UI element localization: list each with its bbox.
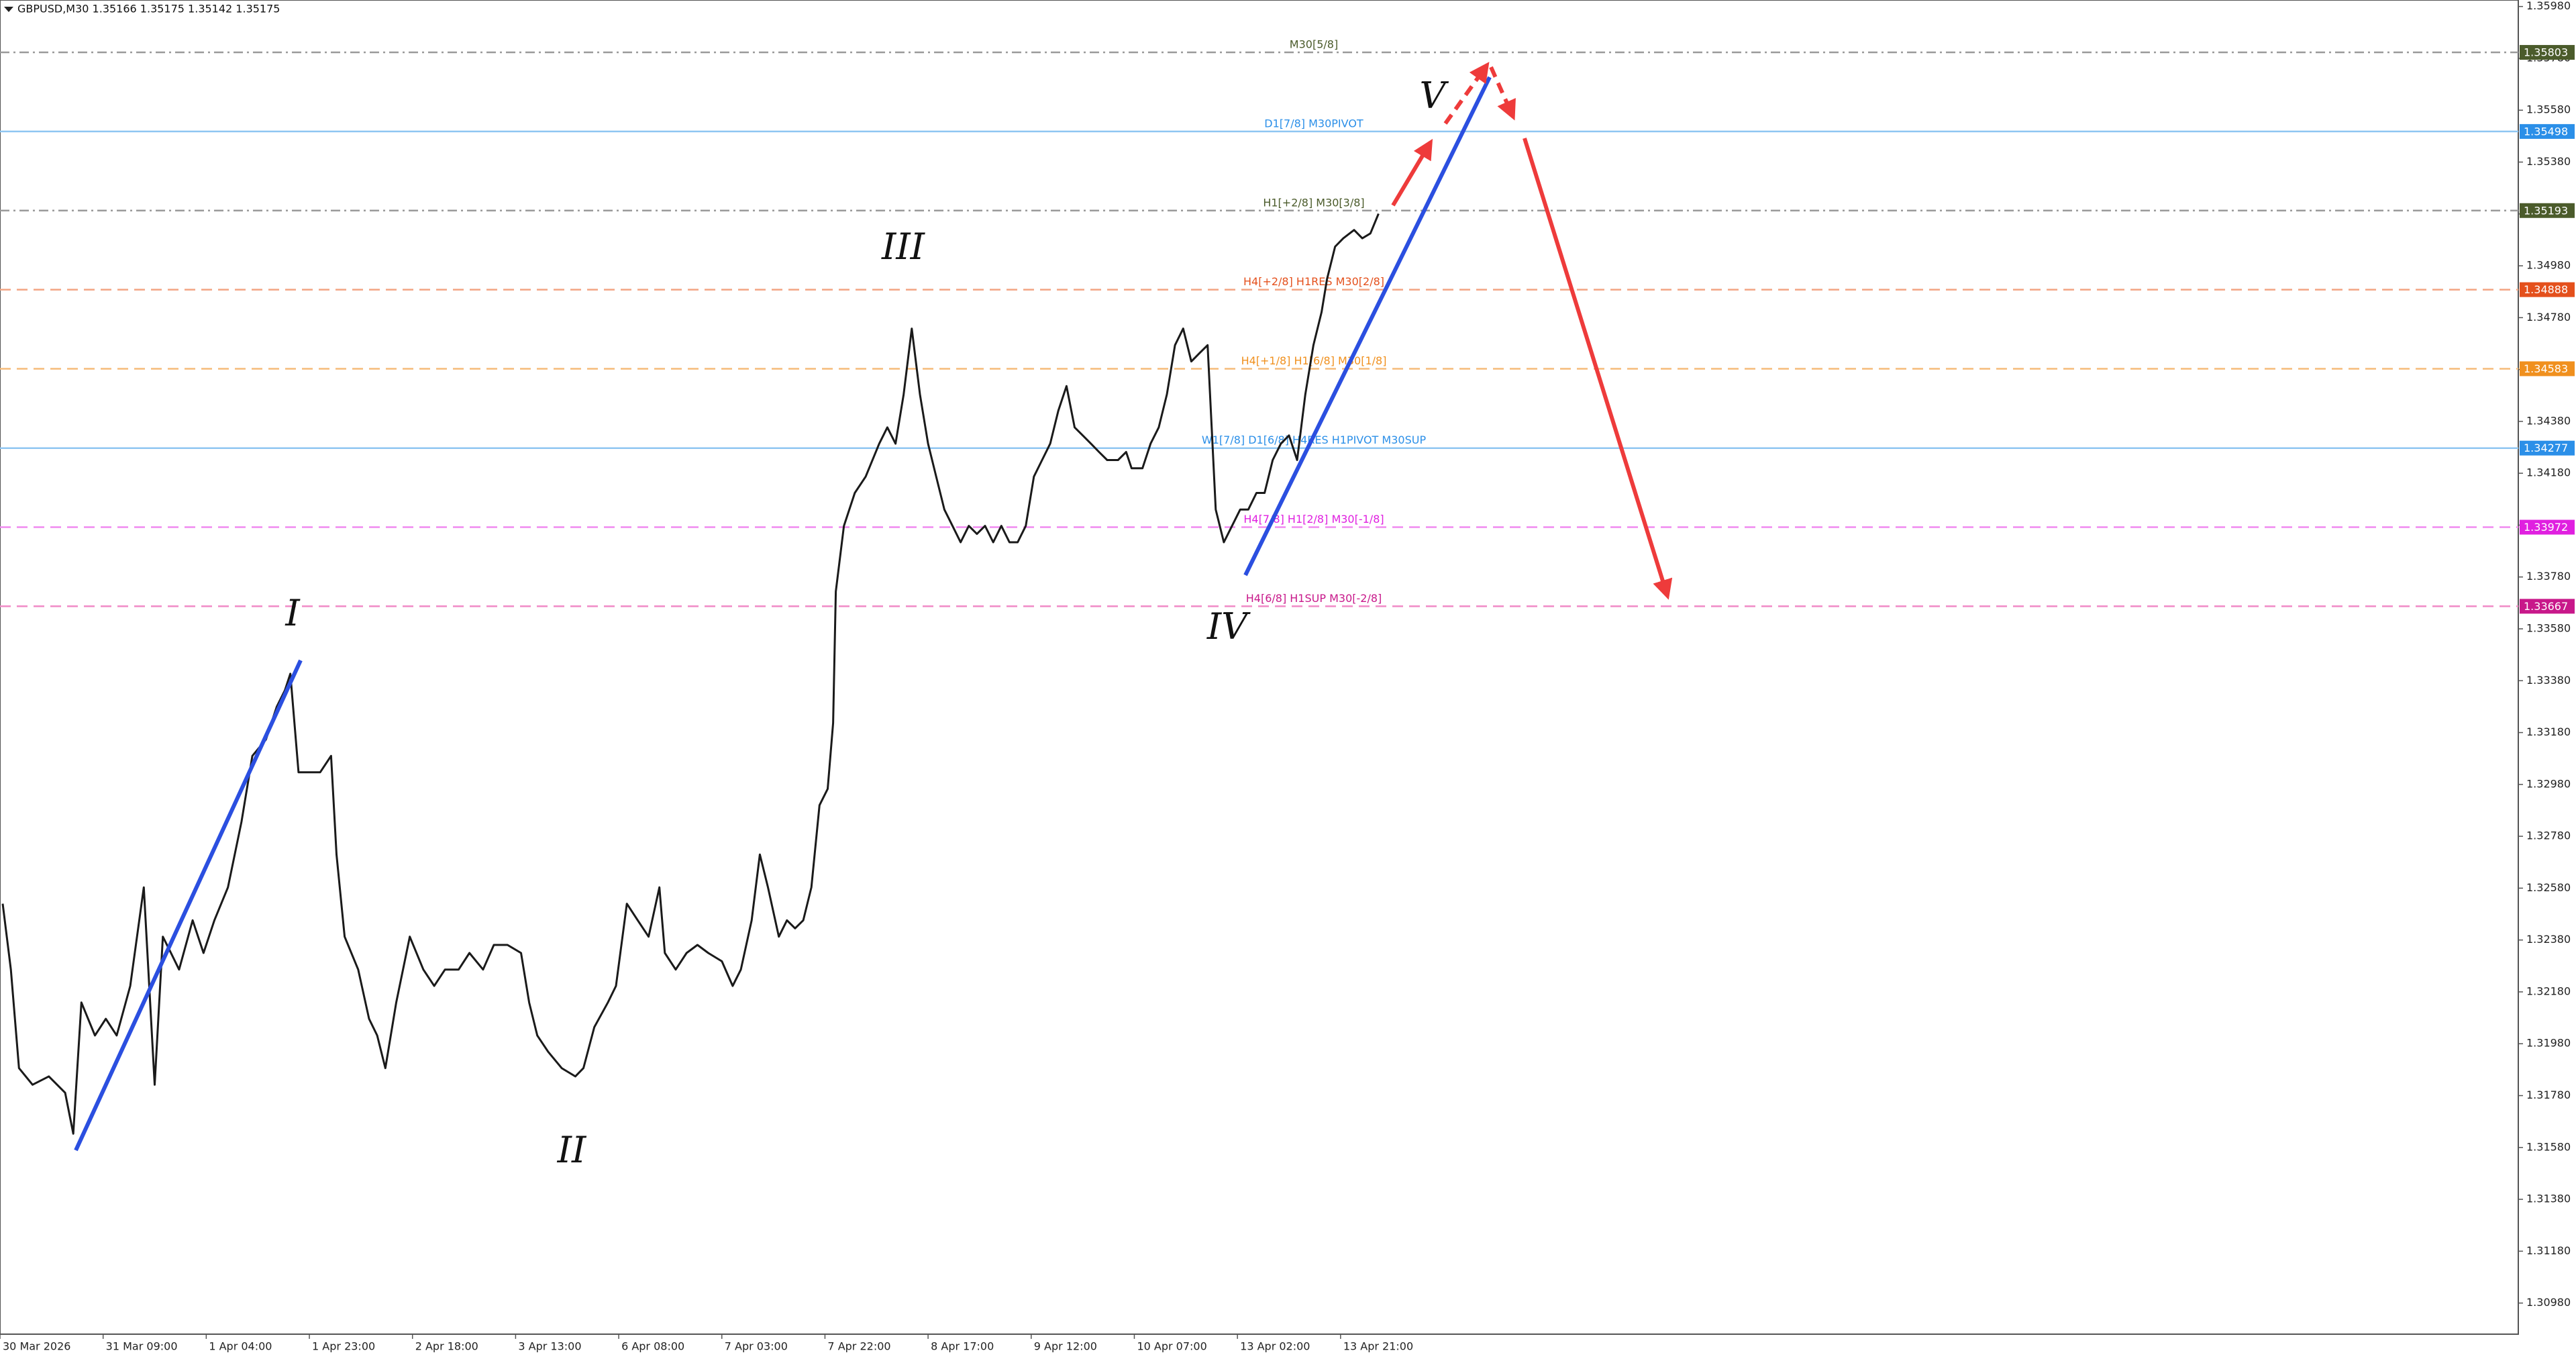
level-label: H4[+1/8] H1[6/8] M30[1/8] [1241,354,1387,367]
y-tick-label: 1.33380 [2526,674,2571,687]
price-tag-label: 1.35803 [2524,46,2568,59]
arrow [1391,138,1433,207]
x-tick-label: 8 Apr 17:00 [931,1340,994,1353]
x-tick-label: 13 Apr 21:00 [1343,1340,1413,1353]
menu-triangle [4,7,13,12]
wave-label: II [557,1129,587,1171]
x-tick-label: 7 Apr 22:00 [827,1340,890,1353]
y-tick-label: 1.34780 [2526,311,2571,323]
y-tick-label: 1.33180 [2526,725,2571,738]
y-tick-label: 1.35380 [2526,155,2571,168]
price-tag [2520,282,2575,297]
price-tag-label: 1.33972 [2524,521,2568,534]
wave-label: III [881,225,926,268]
y-tick-label: 1.31980 [2526,1037,2571,1050]
price-tag [2520,123,2575,139]
drawings [74,62,1673,1152]
y-tick-label: 1.32980 [2526,777,2571,790]
y-tick-label: 1.32180 [2526,985,2571,997]
y-tick-label: 1.31380 [2526,1193,2571,1205]
wave-label: V [1420,74,1449,117]
y-tick-label: 1.31580 [2526,1140,2571,1153]
level-label: M30[5/8] [1290,38,1338,51]
x-tick-label: 1 Apr 04:00 [209,1340,272,1353]
x-tick-label: 6 Apr 08:00 [621,1340,684,1353]
y-tick-label: 1.30980 [2526,1296,2571,1309]
wave-label: I [285,592,301,634]
price-tag-label: 1.35193 [2524,204,2568,217]
price-tag-label: 1.33667 [2524,600,2568,613]
y-tick-label: 1.34380 [2526,414,2571,427]
y-tick-label: 1.34180 [2526,466,2571,479]
y-tick-label: 1.35580 [2526,103,2571,116]
x-tick-label: 10 Apr 07:00 [1137,1340,1206,1353]
y-tick-label: 1.31180 [2526,1244,2571,1257]
price-tag [2520,45,2575,60]
y-tick-label: 1.32380 [2526,933,2571,946]
x-tick-label: 13 Apr 02:00 [1240,1340,1310,1353]
arrow [1489,66,1516,121]
price-tag-label: 1.34888 [2524,283,2568,296]
level-label: H4[6/8] H1SUP M30[-2/8] [1246,592,1382,605]
price-tag [2520,440,2575,456]
y-tick-label: 1.31780 [2526,1089,2571,1101]
price-tag-label: 1.34583 [2524,362,2568,375]
price-tag-label: 1.35498 [2524,125,2568,138]
x-tick-label: 30 Mar 2026 [3,1340,70,1353]
level-label: D1[7/8] M30PIVOT [1264,117,1363,130]
price-tag [2520,203,2575,218]
chart-title: GBPUSD,M30 1.35166 1.35175 1.35142 1.351… [17,3,280,15]
price-tag-label: 1.34277 [2524,442,2568,454]
price-tag [2520,599,2575,614]
arrow [1523,138,1673,600]
price-tag [2520,361,2575,376]
level-label: H4[+2/8] H1RES M30[2/8] [1243,275,1384,288]
x-tick-label: 7 Apr 03:00 [725,1340,788,1353]
y-tick-label: 1.35980 [2526,0,2571,12]
x-tick-label: 2 Apr 18:00 [415,1340,478,1353]
plot-area [0,0,2519,1335]
y-tick-label: 1.34980 [2526,259,2571,272]
y-tick-label: 1.32780 [2526,829,2571,842]
level-label: W1[7/8] D1[6/8] H4RES H1PIVOT M30SUP [1202,434,1427,446]
x-tick-label: 31 Mar 09:00 [106,1340,178,1353]
y-tick-label: 1.33580 [2526,622,2571,635]
x-tick-label: 9 Apr 12:00 [1034,1340,1097,1353]
price-tag [2520,519,2575,535]
trend-line [1243,76,1492,576]
x-tick-label: 1 Apr 23:00 [312,1340,375,1353]
x-tick-label: 3 Apr 13:00 [518,1340,581,1353]
level-label: H4[7/8] H1[2/8] M30[-1/8] [1243,513,1384,525]
wave-label: IV [1206,605,1251,648]
level-label: H1[+2/8] M30[3/8] [1263,196,1364,209]
trend-line [74,659,303,1152]
arrow [1443,62,1490,125]
y-tick-label: 1.33780 [2526,570,2571,583]
y-tick-label: 1.32580 [2526,881,2571,894]
